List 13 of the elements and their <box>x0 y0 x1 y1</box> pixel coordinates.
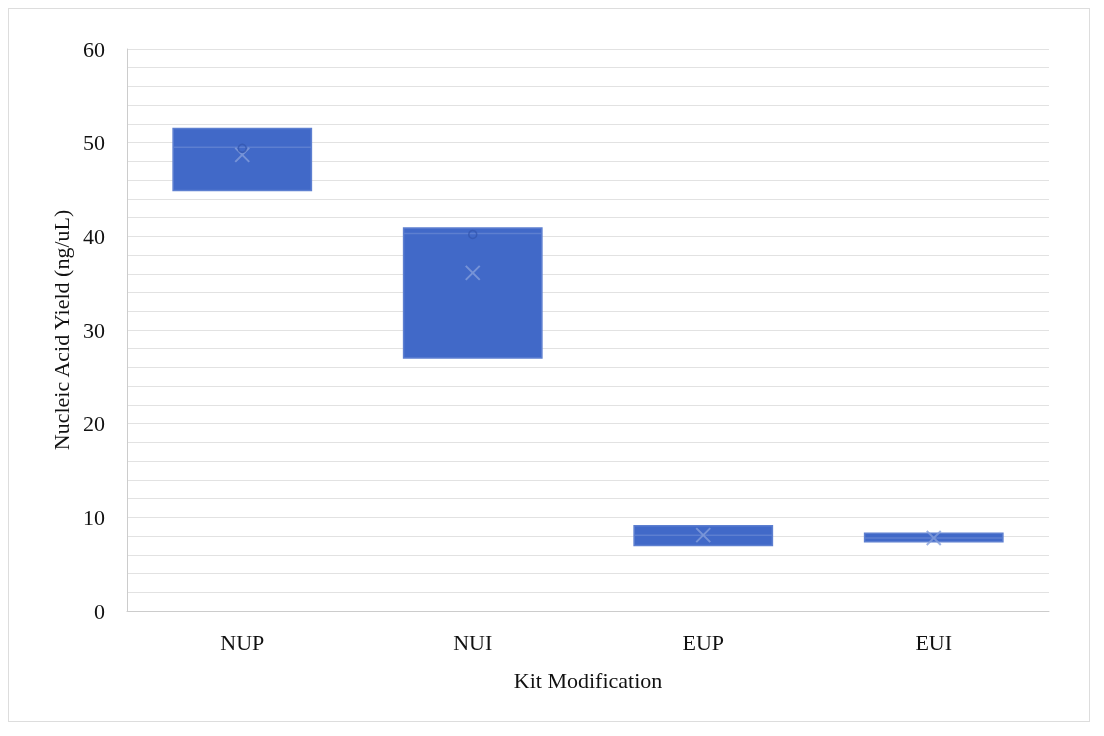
y-tick-label: 0 <box>94 598 105 624</box>
y-tick-label: 40 <box>83 223 105 249</box>
y-axis-title: Nucleic Acid Yield (ng/uL) <box>48 209 74 451</box>
x-tick-label: NUI <box>453 629 493 655</box>
y-tick-label: 30 <box>83 317 105 343</box>
y-tick-label: 10 <box>83 504 105 530</box>
y-tick-label: 60 <box>83 36 105 62</box>
x-axis-title: Kit Modification <box>513 667 663 693</box>
x-tick-label: EUP <box>682 629 725 655</box>
y-tick-label: 20 <box>83 411 105 437</box>
x-tick-label: EUI <box>915 629 953 655</box>
x-tick-label: NUP <box>220 629 265 655</box>
y-tick-label: 50 <box>83 130 105 156</box>
